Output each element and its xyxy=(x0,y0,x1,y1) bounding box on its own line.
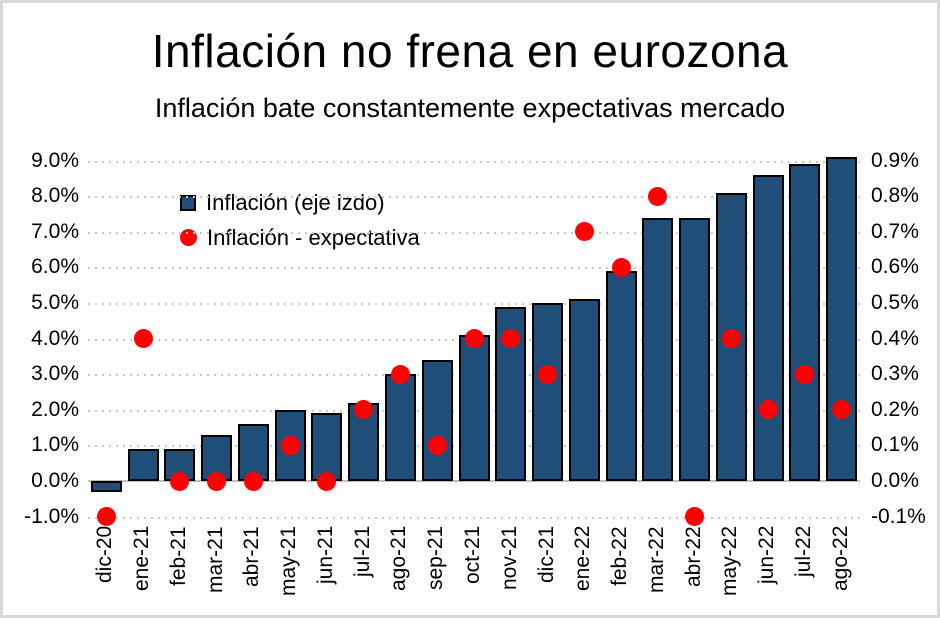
x-axis-tick-feb-21: feb-21 xyxy=(166,526,190,586)
expectation-dot-sep-21 xyxy=(427,435,447,455)
chart-title: Inflación no frena en eurozona xyxy=(151,25,789,77)
y-axis-tick-right: 0.9% xyxy=(871,148,919,172)
y-axis-tick-left: 5.0% xyxy=(31,291,79,314)
y-axis-tick-right: 0.7% xyxy=(871,219,919,243)
x-axis-tick-may-22: may-22 xyxy=(718,526,742,597)
expectation-dot-jul-21 xyxy=(354,400,374,420)
y-axis-tick-right: 0.3% xyxy=(871,362,919,386)
y-axis-tick-right: 0.0% xyxy=(871,469,919,492)
x-axis-tick-dic-21: dic-21 xyxy=(534,526,558,584)
bar-oct-21 xyxy=(458,335,490,481)
expectation-dot-nov-21 xyxy=(501,329,521,349)
bar-jul-21 xyxy=(348,402,380,481)
x-axis-tick-ago-22: ago-22 xyxy=(828,526,852,592)
y-axis-tick-left: 4.0% xyxy=(31,326,79,350)
bar-may-22 xyxy=(715,192,747,481)
bar-ene-22 xyxy=(568,299,600,481)
expectation-dot-mar-21 xyxy=(207,471,227,491)
expectation-dot-feb-22 xyxy=(611,257,631,277)
bar-dic-21 xyxy=(532,303,564,481)
y-axis-tick-right: 0.5% xyxy=(871,291,919,314)
expectation-dot-dic-20 xyxy=(96,507,116,527)
gridline xyxy=(88,159,860,163)
legend-label-expectation: Inflación - expectativa xyxy=(207,224,420,250)
expectation-dot-may-22 xyxy=(721,329,741,349)
x-axis-tick-ago-21: ago-21 xyxy=(387,526,411,592)
expectation-dot-ago-22 xyxy=(832,400,852,420)
bar-feb-22 xyxy=(605,270,637,481)
bar-jul-22 xyxy=(789,164,821,481)
y-axis-tick-left: 9.0% xyxy=(31,148,79,172)
bar-jun-22 xyxy=(752,174,784,481)
y-axis-tick-right: -0.1% xyxy=(871,504,926,528)
x-axis-tick-abr-22: abr-22 xyxy=(681,526,705,587)
expectation-dot-ene-22 xyxy=(574,222,594,242)
bar-ene-21 xyxy=(127,448,159,481)
y-axis-tick-left: 0.0% xyxy=(31,469,79,492)
bar-ago-21 xyxy=(384,374,416,481)
gridline xyxy=(88,515,860,519)
x-axis-tick-jul-22: jul-22 xyxy=(791,526,815,578)
y-axis-tick-right: 0.1% xyxy=(871,433,919,457)
gridline xyxy=(88,230,860,234)
x-axis-tick-nov-21: nov-21 xyxy=(497,526,521,591)
expectation-dot-abr-21 xyxy=(243,471,263,491)
gridline xyxy=(88,302,860,305)
y-axis-tick-left: 3.0% xyxy=(31,362,79,386)
x-axis-tick-feb-22: feb-22 xyxy=(608,526,632,586)
expectation-dot-dic-21 xyxy=(538,364,558,384)
expectation-dot-mar-22 xyxy=(648,186,668,206)
legend-item-expectation: Inflación - expectativa xyxy=(180,220,420,255)
gridline xyxy=(88,266,860,270)
zero-axis-line xyxy=(88,480,860,482)
bar-jun-21 xyxy=(311,413,343,481)
expectation-dot-feb-21 xyxy=(170,471,190,491)
x-axis-tick-sep-21: sep-21 xyxy=(424,526,448,591)
y-axis-tick-right: 0.8% xyxy=(871,184,919,208)
legend-item-inflation: Inflación (eje izdo) xyxy=(180,185,420,220)
x-axis-tick-mar-21: mar-21 xyxy=(203,526,227,593)
y-axis-tick-left: 7.0% xyxy=(31,219,79,243)
bar-mar-22 xyxy=(642,217,674,481)
y-axis-tick-left: 8.0% xyxy=(31,184,79,208)
expectation-dot-oct-21 xyxy=(464,329,484,349)
x-axis-tick-jun-21: jun-21 xyxy=(313,526,337,585)
x-axis-tick-jul-21: jul-21 xyxy=(350,526,374,578)
x-axis-tick-jun-22: jun-22 xyxy=(755,526,779,585)
y-axis-tick-right: 0.4% xyxy=(871,326,919,350)
bar-sep-21 xyxy=(421,359,453,481)
x-axis-tick-dic-20: dic-20 xyxy=(93,526,117,584)
y-axis-tick-right: 0.2% xyxy=(871,397,919,421)
bar-abr-21 xyxy=(237,424,269,481)
y-axis-tick-left: 1.0% xyxy=(31,433,79,457)
x-axis-tick-oct-21: oct-21 xyxy=(461,526,484,585)
bar-dic-20 xyxy=(90,481,122,492)
x-axis-tick-ene-22: ene-22 xyxy=(571,526,595,592)
chart-subtitle: Inflación bate constantemente expectativ… xyxy=(154,93,786,123)
expectation-dot-jul-22 xyxy=(795,364,815,384)
x-axis-tick-ene-21: ene-21 xyxy=(130,526,154,592)
expectation-dot-jun-22 xyxy=(758,400,778,420)
y-axis-tick-left: 6.0% xyxy=(31,255,79,279)
y-axis-tick-left: -1.0% xyxy=(24,504,79,528)
gridline xyxy=(88,195,860,199)
x-axis-tick-may-21: may-21 xyxy=(277,526,301,597)
expectation-dot-abr-22 xyxy=(685,507,705,527)
bar-abr-22 xyxy=(679,217,711,481)
x-axis-tick-abr-21: abr-21 xyxy=(240,526,264,587)
expectation-dot-jun-21 xyxy=(317,471,337,491)
x-axis-tick-mar-22: mar-22 xyxy=(644,526,668,593)
expectation-dot-ago-21 xyxy=(390,364,410,384)
expectation-dot-ene-21 xyxy=(133,329,153,349)
expectation-dot-may-21 xyxy=(280,435,300,455)
y-axis-tick-right: 0.6% xyxy=(871,255,919,279)
bar-ago-22 xyxy=(826,157,858,481)
y-axis-tick-left: 2.0% xyxy=(31,397,79,421)
legend-label-inflation: Inflación (eje izdo) xyxy=(206,189,385,215)
